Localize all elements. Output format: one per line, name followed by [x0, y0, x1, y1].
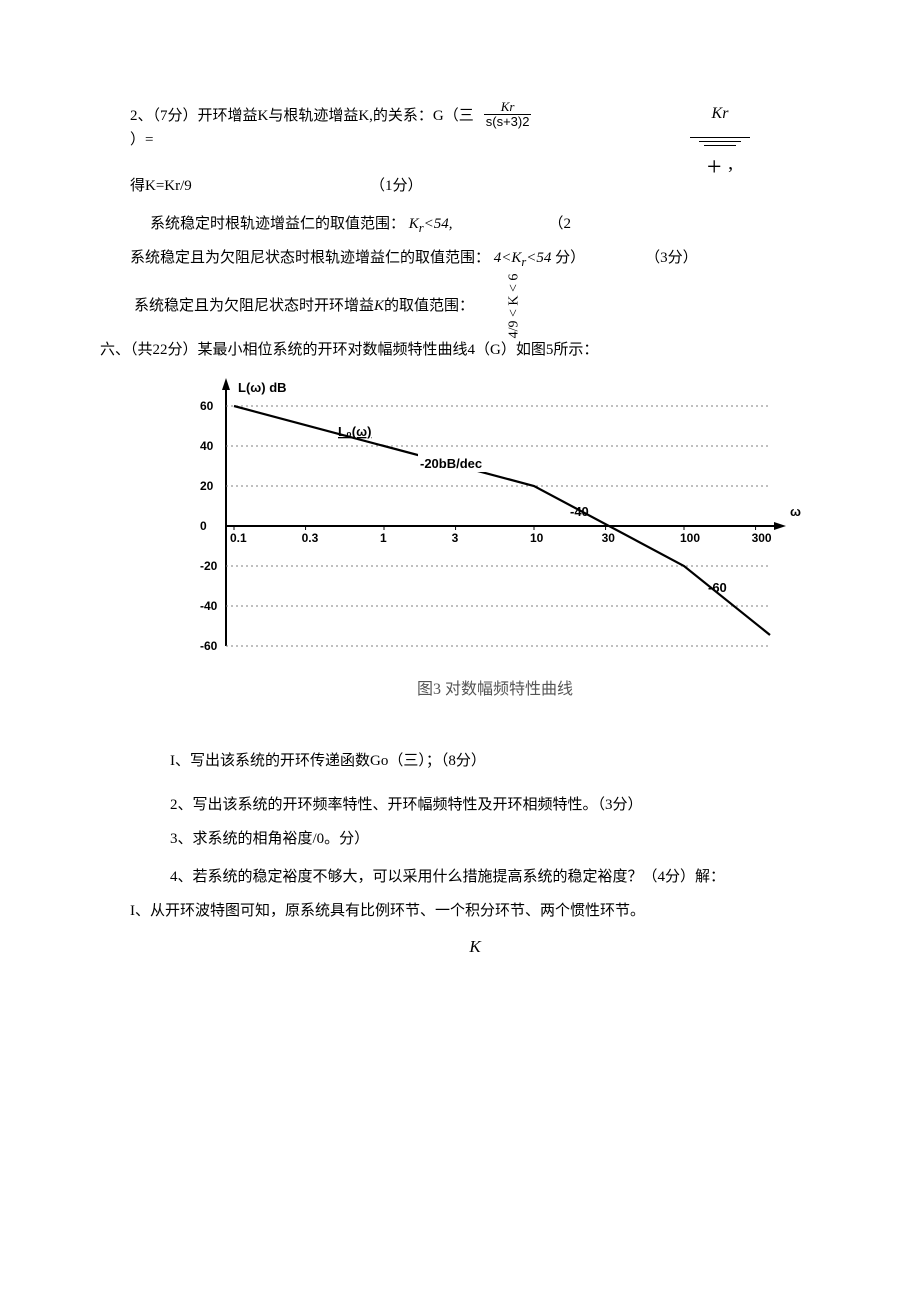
svg-text:-20: -20 — [200, 559, 218, 573]
question-2: 2、写出该系统的开环频率特性、开环幅频特性及开环相频特性。（3分） — [170, 793, 820, 817]
curve-label: L₀(ω) — [338, 424, 371, 439]
svg-text:-60: -60 — [200, 639, 218, 653]
q2-stable3: 系统稳定且为欠阻尼状态时开环增益 — [134, 298, 374, 314]
svg-text:10: 10 — [530, 531, 544, 545]
stable2-cond: <54 — [526, 250, 551, 266]
kr-annotation: Kr + , — [690, 105, 750, 182]
slope-60: -60 — [708, 580, 727, 595]
svg-text:300: 300 — [752, 531, 772, 545]
svg-text:60: 60 — [200, 399, 214, 413]
q2-stable3-k: K — [374, 298, 384, 314]
q2-score3: （3分） — [645, 246, 698, 270]
plus-icon: + , — [690, 152, 750, 182]
question-list: I、写出该系统的开环传递函数Go（三）；（8分） 2、写出该系统的开环频率特性、… — [170, 749, 820, 923]
svg-text:40: 40 — [200, 439, 214, 453]
hr-1 — [690, 137, 750, 138]
stable2-k: 4<K — [494, 250, 522, 266]
svg-text:-40: -40 — [200, 599, 218, 613]
svg-text:3: 3 — [452, 531, 459, 545]
vert-formula: 4/9 < K < 6 — [506, 274, 522, 339]
svg-text:0.3: 0.3 — [302, 531, 319, 545]
slope-40: -40 — [570, 504, 589, 519]
bode-curve — [234, 406, 770, 635]
q6-intro: 六、（共22分）某最小相位系统的开环对数幅频特性曲线4（G）如图5所示： — [100, 338, 820, 362]
ylabel: L(ω) dB — [238, 380, 287, 395]
q2-prefix: 2、（7分）开环增益K与根轨迹增益K,的关系：G（三 — [130, 104, 474, 128]
hr-3 — [704, 145, 736, 146]
solution-1: I、从开环波特图可知，原系统具有比例环节、一个积分环节、两个惯性环节。 — [130, 899, 820, 923]
stable1-cond: <54, — [424, 216, 453, 232]
stable1-k: K — [409, 216, 419, 232]
svg-text:1: 1 — [380, 531, 387, 545]
q2-score1: （1分） — [370, 174, 423, 198]
svg-text:20: 20 — [200, 479, 214, 493]
q2-stable1-row: 系统稳定时根轨迹增益仁的取值范围： Kr<54, （2 — [130, 208, 820, 242]
q2-stable2-row: 系统稳定且为欠阻尼状态时根轨迹增益仁的取值范围： 4<Kr<54 分） （3分） — [130, 242, 820, 276]
q2-stable2: 系统稳定且为欠阻尼状态时根轨迹增益仁的取值范围： — [130, 250, 490, 266]
q2-score2-tail: 分） — [555, 250, 585, 266]
question-4: 4、若系统的稳定裕度不够大，可以采用什么措施提高系统的稳定裕度？（4分）解： — [170, 865, 820, 889]
q2-fraction: Kr s(s+3)2 — [484, 100, 532, 130]
bode-chart: L(ω) dB ω 60 40 20 0 -20 -40 -60 0.1 0.3 1 3 10 30 1… — [170, 376, 820, 671]
q2-stable3-tail: 的取值范围： — [384, 298, 474, 314]
q2-stable3-row: 系统稳定且为欠阻尼状态时开环增益K的取值范围： 4/9 < K < 6 — [130, 290, 820, 322]
kr-label: Kr — [690, 105, 750, 123]
q2-score2-prefix: （2 — [549, 212, 572, 236]
svg-text:100: 100 — [680, 531, 700, 545]
frac-num: Kr — [499, 100, 517, 114]
bode-svg: L(ω) dB ω 60 40 20 0 -20 -40 -60 0.1 0.3 1 3 10 30 1… — [170, 376, 810, 666]
frac-den: s(s+3)2 — [484, 114, 532, 129]
xlabel: ω — [790, 504, 801, 519]
svg-text:30: 30 — [602, 531, 616, 545]
svg-text:0: 0 — [200, 519, 207, 533]
hr-2 — [699, 141, 741, 142]
question-1: I、写出该系统的开环传递函数Go（三）；（8分） — [170, 749, 820, 773]
q2-result: 得K=Kr/9 — [130, 174, 370, 198]
q2-stable1: 系统稳定时根轨迹增益仁的取值范围： — [150, 216, 405, 232]
svg-text:0.1: 0.1 — [230, 531, 247, 545]
slope-20: -20bB/dec — [420, 456, 482, 471]
question-3: 3、求系统的相角裕度/0。分） — [170, 827, 820, 851]
big-k: K — [130, 937, 820, 957]
chart-caption: 图3 对数幅频特性曲线 — [170, 675, 820, 699]
